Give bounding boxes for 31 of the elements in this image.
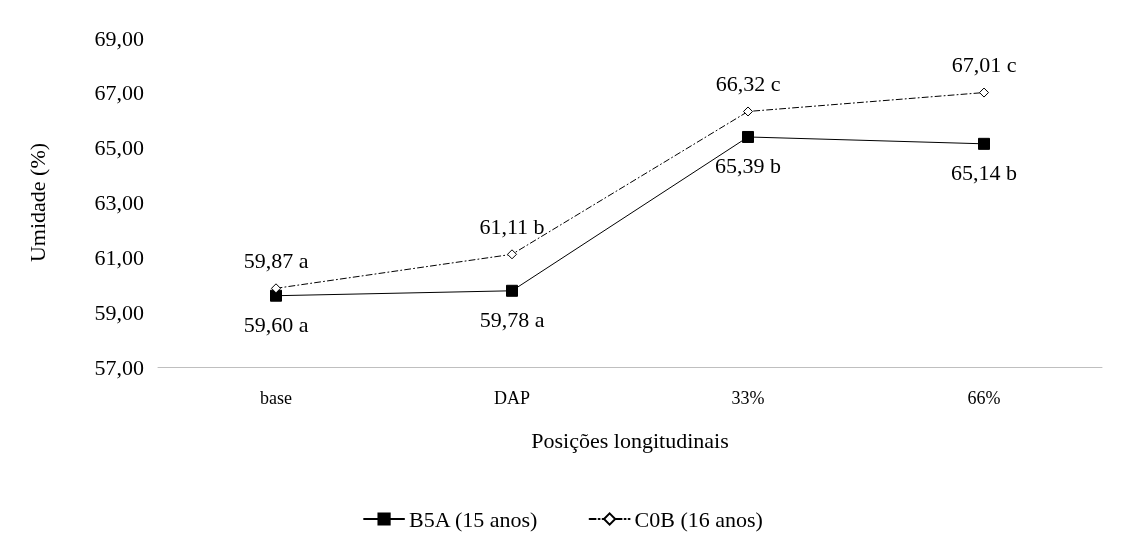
y-tick-label: 57,00 <box>94 354 144 380</box>
point <box>743 106 753 117</box>
x-tick-label: DAP <box>493 388 531 408</box>
point <box>979 87 989 98</box>
point <box>742 130 754 143</box>
data-label: 61,11 b <box>479 213 545 239</box>
data-label: 59,78 a <box>479 307 545 333</box>
y-tick-label: 63,00 <box>94 190 144 215</box>
y-tick-label: 65,00 <box>94 135 144 161</box>
x-axis-title: Posições longitudinais <box>531 427 729 453</box>
point <box>507 249 517 260</box>
x-tick-label: base <box>260 388 292 408</box>
data-label: 59,60 a <box>243 312 309 338</box>
data-label: 59,87 a <box>243 247 309 273</box>
x-tick-label: 33% <box>731 388 765 408</box>
y-tick-label: 61,00 <box>94 244 144 270</box>
y-tick-label: 69,00 <box>94 25 144 51</box>
legend-label: C0B (16 anos) <box>634 506 763 532</box>
data-label: 65,14 b <box>951 160 1017 186</box>
data-label: 65,39 b <box>715 153 781 179</box>
legend-label: B5A (15 anos) <box>409 506 538 532</box>
y-tick-label: 67,00 <box>94 80 144 106</box>
point <box>270 289 282 302</box>
y-axis-title: Umidade (%) <box>24 142 50 263</box>
data-label: 67,01 c <box>951 52 1017 78</box>
x-tick-label: 66% <box>967 388 1001 408</box>
point <box>271 283 281 294</box>
point <box>978 137 990 150</box>
point <box>506 284 518 297</box>
data-label: 66,32 c <box>715 70 781 96</box>
y-tick-label: 59,00 <box>94 299 144 325</box>
